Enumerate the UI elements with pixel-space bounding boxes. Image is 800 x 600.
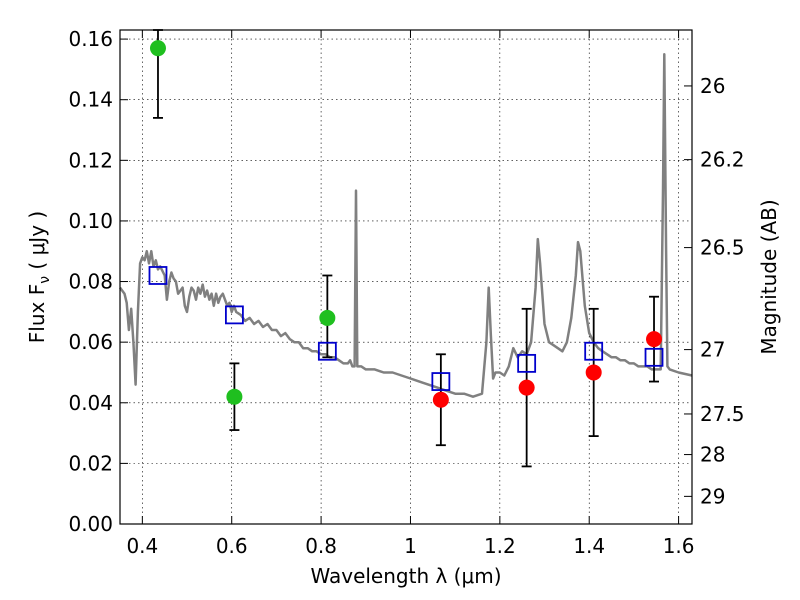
model-box-layer — [148, 266, 664, 391]
y2-tick-label: 28 — [700, 443, 725, 467]
y-axis-label-unit: ( μJy ) — [25, 211, 49, 276]
green-data-point — [149, 40, 166, 57]
y-tick-label: 0.04 — [68, 391, 113, 415]
green-data-point — [319, 309, 336, 326]
model-flux-box — [224, 305, 244, 325]
grid-layer — [120, 30, 692, 525]
model-flux-box — [431, 372, 451, 391]
red-data-point — [585, 364, 602, 381]
y-tick-label: 0.12 — [68, 148, 113, 172]
y2-tick-label: 26 — [700, 74, 725, 98]
y-tick-label: 0.08 — [68, 270, 113, 294]
plot-frame — [119, 29, 693, 525]
model-flux-box — [644, 347, 664, 367]
x-tick-label: 1.6 — [663, 534, 695, 558]
y2-tick-label: 27.5 — [700, 402, 745, 426]
x-axis-label: Wavelength λ (μm) — [310, 564, 501, 588]
y-axis-ticks: 0.00 0.02 0.04 0.06 0.08 0.10 0.12 0.14 0.16 — [68, 27, 128, 536]
model-flux-box — [584, 341, 604, 361]
y-tick-label: 0.02 — [68, 451, 113, 475]
x-tick-label: 0.8 — [305, 534, 337, 558]
y-tick-label: 0.14 — [68, 88, 113, 112]
red-data-point — [518, 379, 535, 396]
green-data-point — [226, 388, 243, 405]
y2-axis-label: Magnitude (AB) — [757, 199, 781, 354]
x-tick-label: 0.6 — [216, 534, 248, 558]
model-flux-box — [317, 341, 337, 361]
x-tick-label: 0.4 — [126, 534, 158, 558]
x-tick-label: 1.4 — [573, 534, 605, 558]
error-bar-layer — [152, 29, 660, 468]
spectrum-layer — [118, 52, 693, 398]
y-axis-label-main: Flux F — [25, 284, 49, 343]
model-flux-box — [148, 266, 168, 285]
x-tick-label: 1.2 — [484, 534, 516, 558]
y-axis-label: Flux Fν ( μJy ) — [25, 211, 53, 343]
red-data-point — [646, 331, 663, 348]
red-data-point — [432, 391, 449, 408]
y2-tick-label: 29 — [700, 484, 725, 508]
y-tick-label: 0.10 — [68, 209, 113, 233]
data-point-layer — [149, 40, 663, 408]
y-axis-label-subscript: ν — [37, 276, 53, 284]
y2-tick-label: 27 — [700, 338, 725, 362]
y-tick-label: 0.16 — [68, 27, 113, 51]
y2-tick-label: 26.5 — [700, 236, 745, 260]
y-tick-label: 0.00 — [68, 512, 113, 536]
y-tick-label: 0.06 — [68, 330, 113, 354]
model-flux-box — [517, 353, 537, 373]
model-spectrum-line — [118, 52, 693, 398]
y2-tick-label: 26.2 — [700, 148, 745, 172]
x-tick-label: 1 — [404, 534, 417, 558]
x-axis-ticks: 0.4 0.6 0.8 1 1.2 1.4 1.6 — [126, 30, 695, 558]
y2-axis-ticks: 26 26.2 26.5 27 27.5 28 29 — [684, 74, 745, 508]
